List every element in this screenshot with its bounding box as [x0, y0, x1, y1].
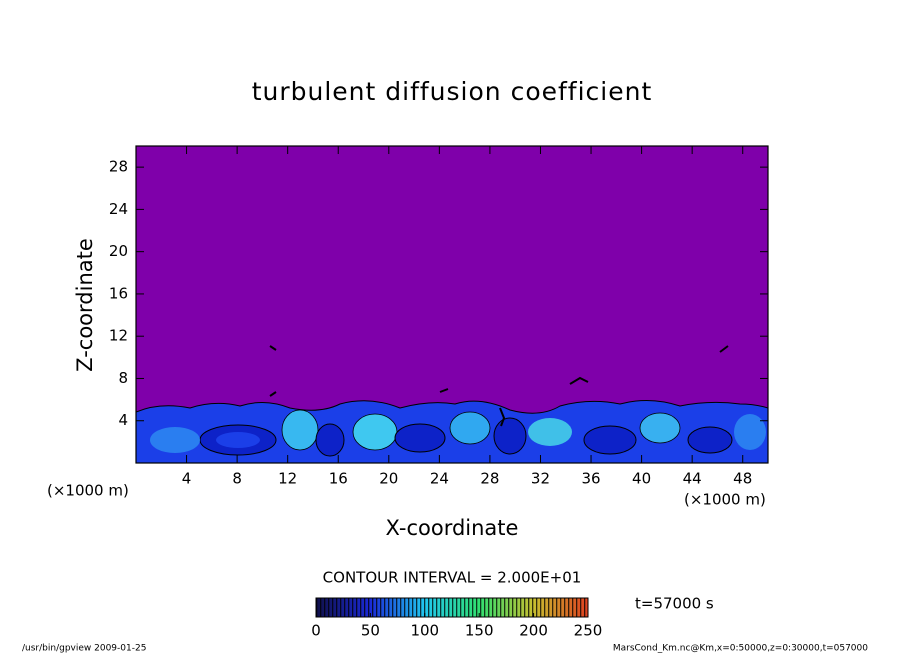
x-tick-label: 48	[733, 470, 752, 488]
x-axis-label: X-coordinate	[386, 516, 519, 540]
colorbar-tick-label: 50	[361, 622, 380, 640]
colorbar-tick-label: 250	[574, 622, 603, 640]
x-tick-label: 12	[278, 470, 297, 488]
y-tick-label: 20	[109, 242, 128, 260]
colorbar-frame	[315, 597, 589, 618]
time-label: t=57000 s	[635, 595, 714, 613]
x-tick-label: 44	[683, 470, 702, 488]
colorbar-tick-label: 100	[410, 622, 439, 640]
y-tick-label: 28	[109, 158, 128, 176]
plot-frame	[135, 145, 769, 464]
x-tick-label: 8	[232, 470, 242, 488]
x-unit-label: (×1000 m)	[684, 491, 766, 509]
x-tick-label: 40	[632, 470, 651, 488]
colorbar-tick-label: 150	[465, 622, 494, 640]
x-tick-label: 24	[430, 470, 449, 488]
field	[136, 345, 768, 463]
colorbar-stripes	[316, 598, 588, 617]
colorbar-tick-label: 200	[519, 622, 548, 640]
footer-left: /usr/bin/gpview 2009-01-25	[22, 644, 146, 654]
colorbar-tick-label: 0	[311, 622, 321, 640]
y-tick-label: 16	[109, 284, 128, 302]
contour-interval: CONTOUR INTERVAL = 2.000E+01	[323, 569, 582, 587]
footer-right: MarsCond_Km.nc@Km,x=0:50000,z=0:30000,t=…	[613, 644, 868, 654]
x-tick-label: 36	[581, 470, 600, 488]
y-tick-label: 12	[109, 327, 128, 345]
y-axis-label: Z-coordinate	[73, 238, 97, 372]
x-tick-label: 20	[379, 470, 398, 488]
x-unit-label: (×1000 m)	[47, 482, 129, 500]
x-tick-label: 32	[531, 470, 550, 488]
x-tick-label: 4	[182, 470, 192, 488]
y-tick-label: 4	[118, 411, 128, 429]
chart-title: turbulent diffusion coefficient	[252, 77, 653, 106]
y-tick-label: 24	[109, 200, 128, 218]
x-tick-label: 28	[480, 470, 499, 488]
x-tick-label: 16	[329, 470, 348, 488]
y-tick-label: 8	[118, 369, 128, 387]
